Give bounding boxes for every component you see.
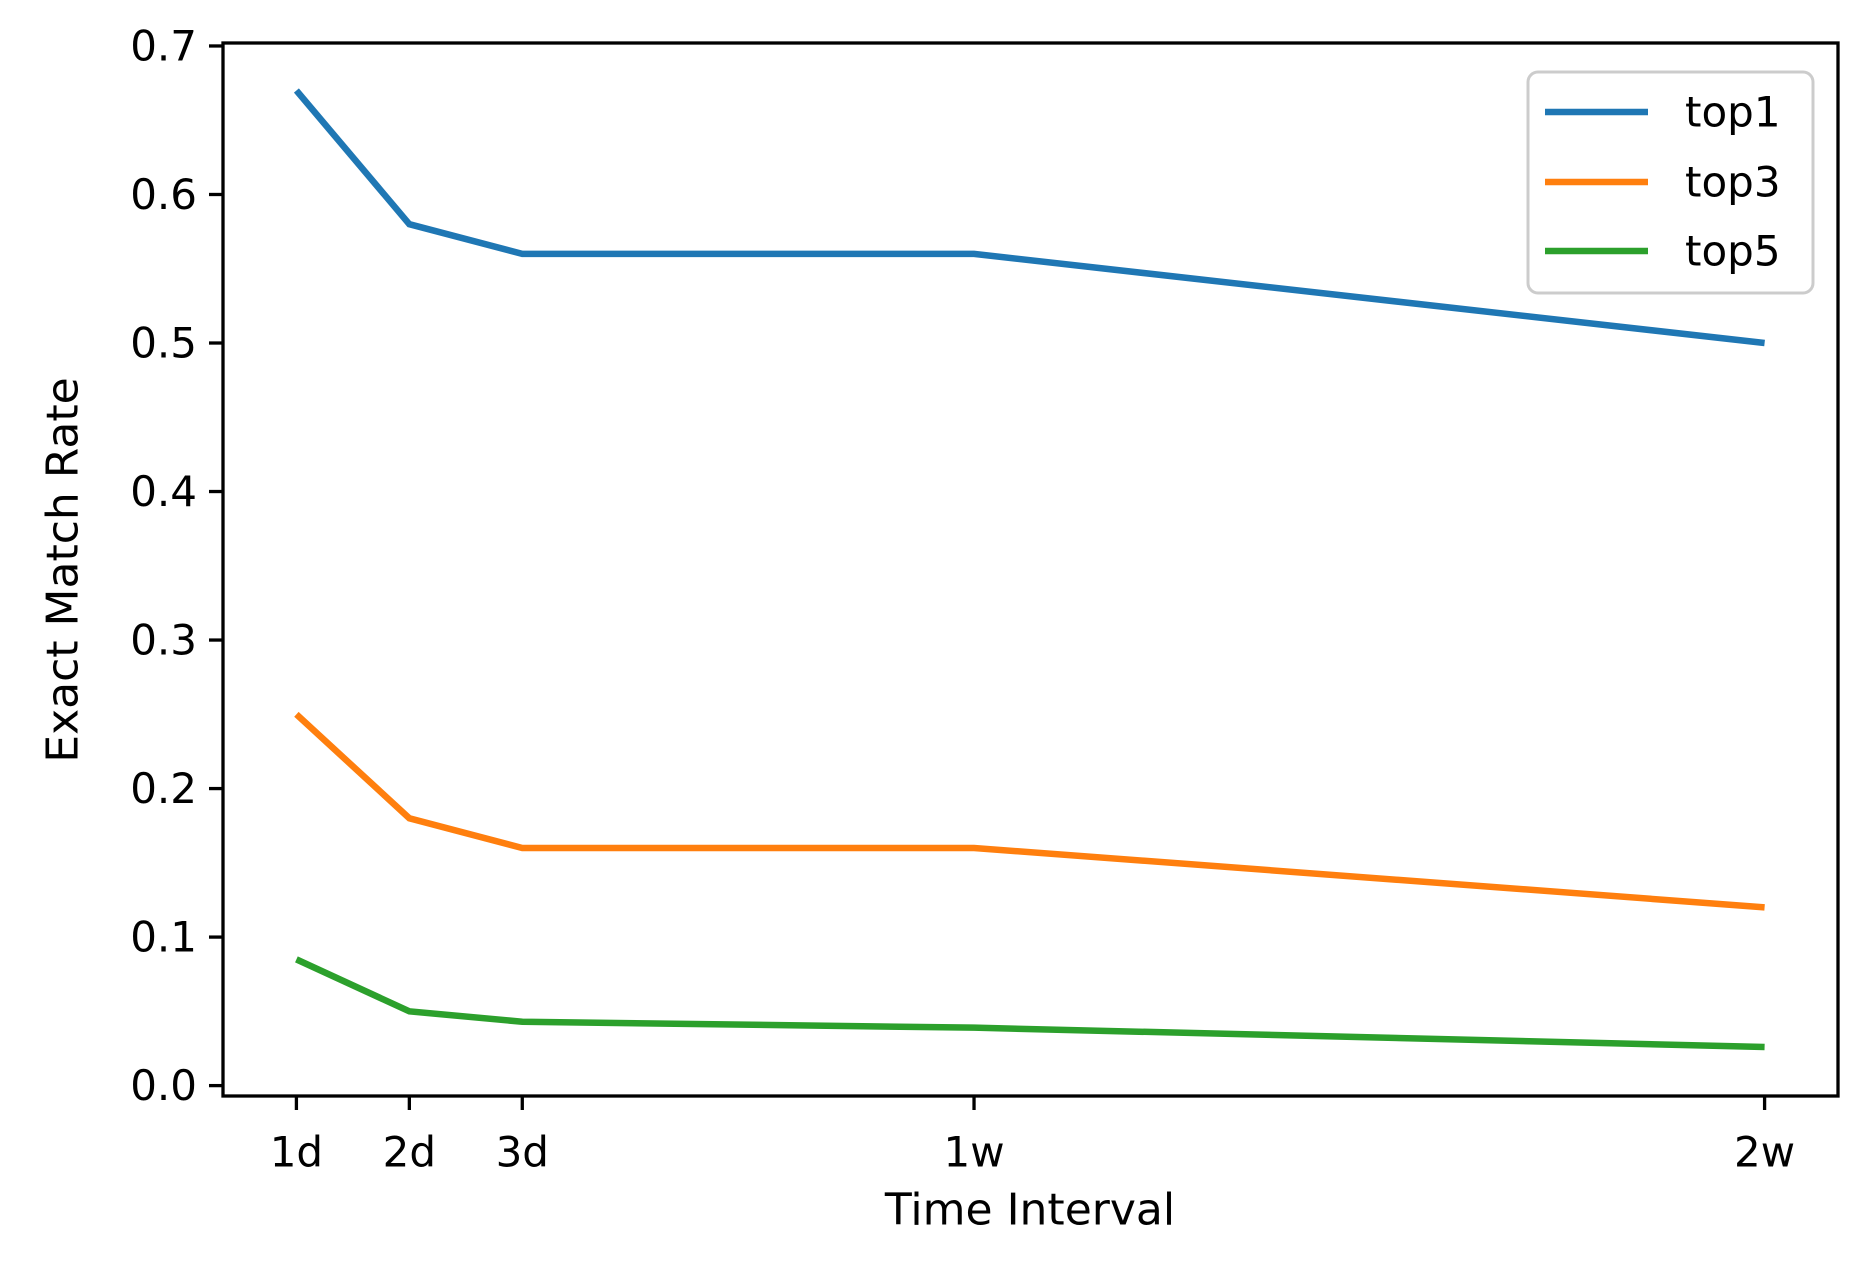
legend-label-top1: top1 <box>1685 88 1781 137</box>
x-tick-label: 1w <box>943 1128 1004 1177</box>
axes-frame <box>221 41 1840 1098</box>
x-tick-label: 2w <box>1734 1128 1795 1177</box>
y-tick-label: 0.1 <box>130 913 197 962</box>
legend-label-top3: top3 <box>1685 158 1781 207</box>
plot-area: 0.00.10.20.30.40.50.60.71d 2d 3d 1w 2wtop1to… <box>130 21 1840 1177</box>
y-tick-label: 0.7 <box>130 21 197 70</box>
y-tick-label: 0.5 <box>130 319 197 368</box>
y-tick-label: 0.0 <box>130 1061 197 1110</box>
y-tick-label: 0.6 <box>130 170 197 219</box>
x-axis-title: Time Interval <box>884 1185 1175 1236</box>
y-tick-label: 0.3 <box>130 616 197 665</box>
x-tick-label: 2d <box>383 1128 436 1177</box>
x-tick-label: 1d <box>270 1128 323 1177</box>
legend: top1 top3 top5 <box>1526 70 1815 295</box>
legend-box <box>1526 70 1815 295</box>
legend-entry-top5: top5 <box>1545 227 1781 276</box>
series-line-top1 <box>293 88 1765 347</box>
series-line-top5 <box>295 956 1765 1051</box>
legend-entry-top3: top3 <box>1545 158 1781 207</box>
series-line-top3 <box>294 711 1765 911</box>
x-tick-label: 3d <box>496 1128 549 1177</box>
y-axis-title: Exact Match Rate <box>38 377 89 762</box>
y-tick-label: 0.4 <box>130 467 197 516</box>
legend-entry-top1: top1 <box>1545 88 1781 137</box>
legend-label-top5: top5 <box>1685 227 1781 276</box>
y-tick-label: 0.2 <box>130 764 197 813</box>
